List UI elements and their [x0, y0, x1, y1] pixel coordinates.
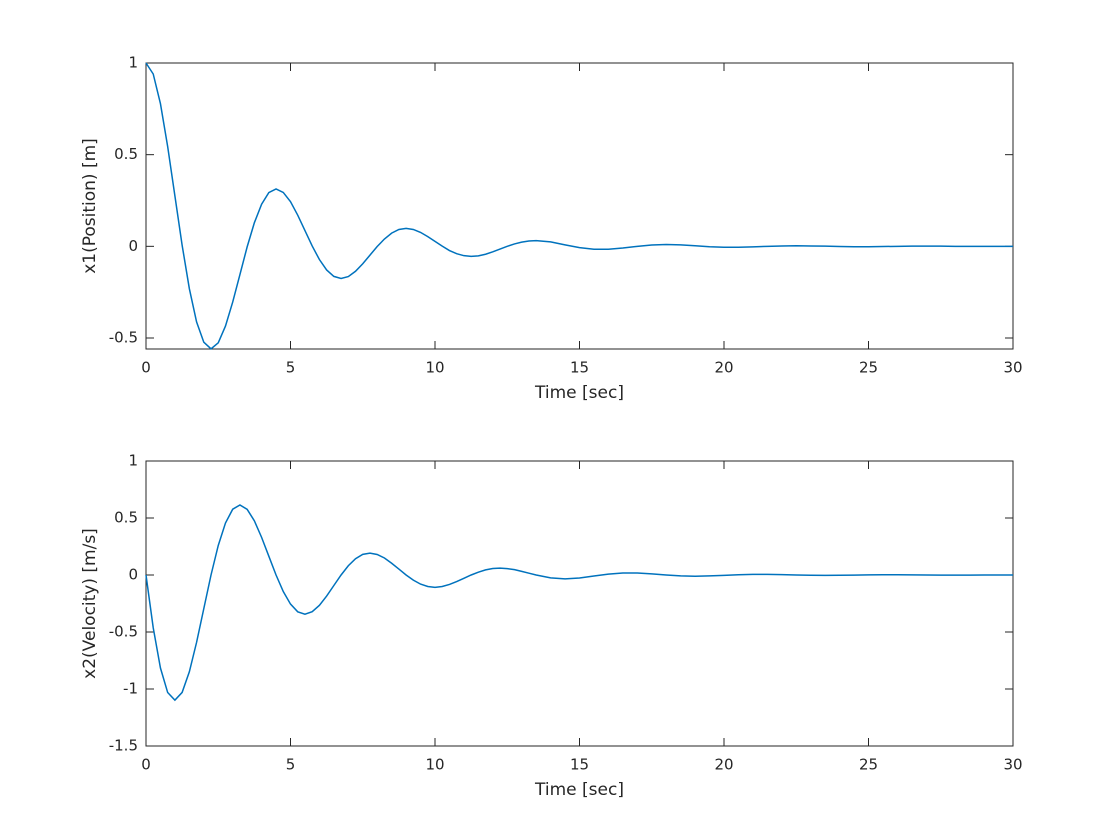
y-tick-label: 1 [128, 54, 138, 72]
x-tick-label: 0 [141, 756, 151, 774]
y-tick-label: 0 [128, 237, 138, 255]
x-tick-label: 25 [859, 359, 878, 377]
data-line [145, 62, 1013, 350]
x-tick-label: 30 [1003, 756, 1022, 774]
x-tick-label: 25 [859, 756, 878, 774]
y-axis-label: x2(Velocity) [m/s] [80, 528, 100, 679]
y-tick-label: -0.5 [109, 623, 138, 641]
x-tick-label: 15 [570, 359, 589, 377]
data-line [145, 504, 1013, 702]
x-tick-label: 20 [714, 756, 733, 774]
y-tick-label: 0.5 [114, 509, 138, 527]
x-tick-label: 30 [1003, 359, 1022, 377]
y-tick-label: 0 [128, 566, 138, 584]
y-tick-label: -1 [123, 680, 138, 698]
x-axis-label: Time [sec] [534, 780, 624, 800]
x-tick-label: 10 [425, 359, 444, 377]
x-tick-label: 20 [714, 359, 733, 377]
y-tick-label: -1.5 [109, 737, 138, 755]
x-tick-label: 0 [141, 359, 151, 377]
x-tick-label: 10 [425, 756, 444, 774]
axes-box [145, 460, 1014, 747]
x-tick-label: 15 [570, 756, 589, 774]
x-axis-label: Time [sec] [534, 383, 624, 403]
y-tick-label: 1 [128, 452, 138, 470]
x-tick-label: 5 [286, 359, 296, 377]
y-tick-label: -0.5 [109, 329, 138, 347]
y-tick-label: 0.5 [114, 145, 138, 163]
x-tick-label: 5 [286, 756, 296, 774]
axes-box [145, 62, 1014, 350]
y-axis-label: x1(Position) [m] [80, 138, 100, 274]
